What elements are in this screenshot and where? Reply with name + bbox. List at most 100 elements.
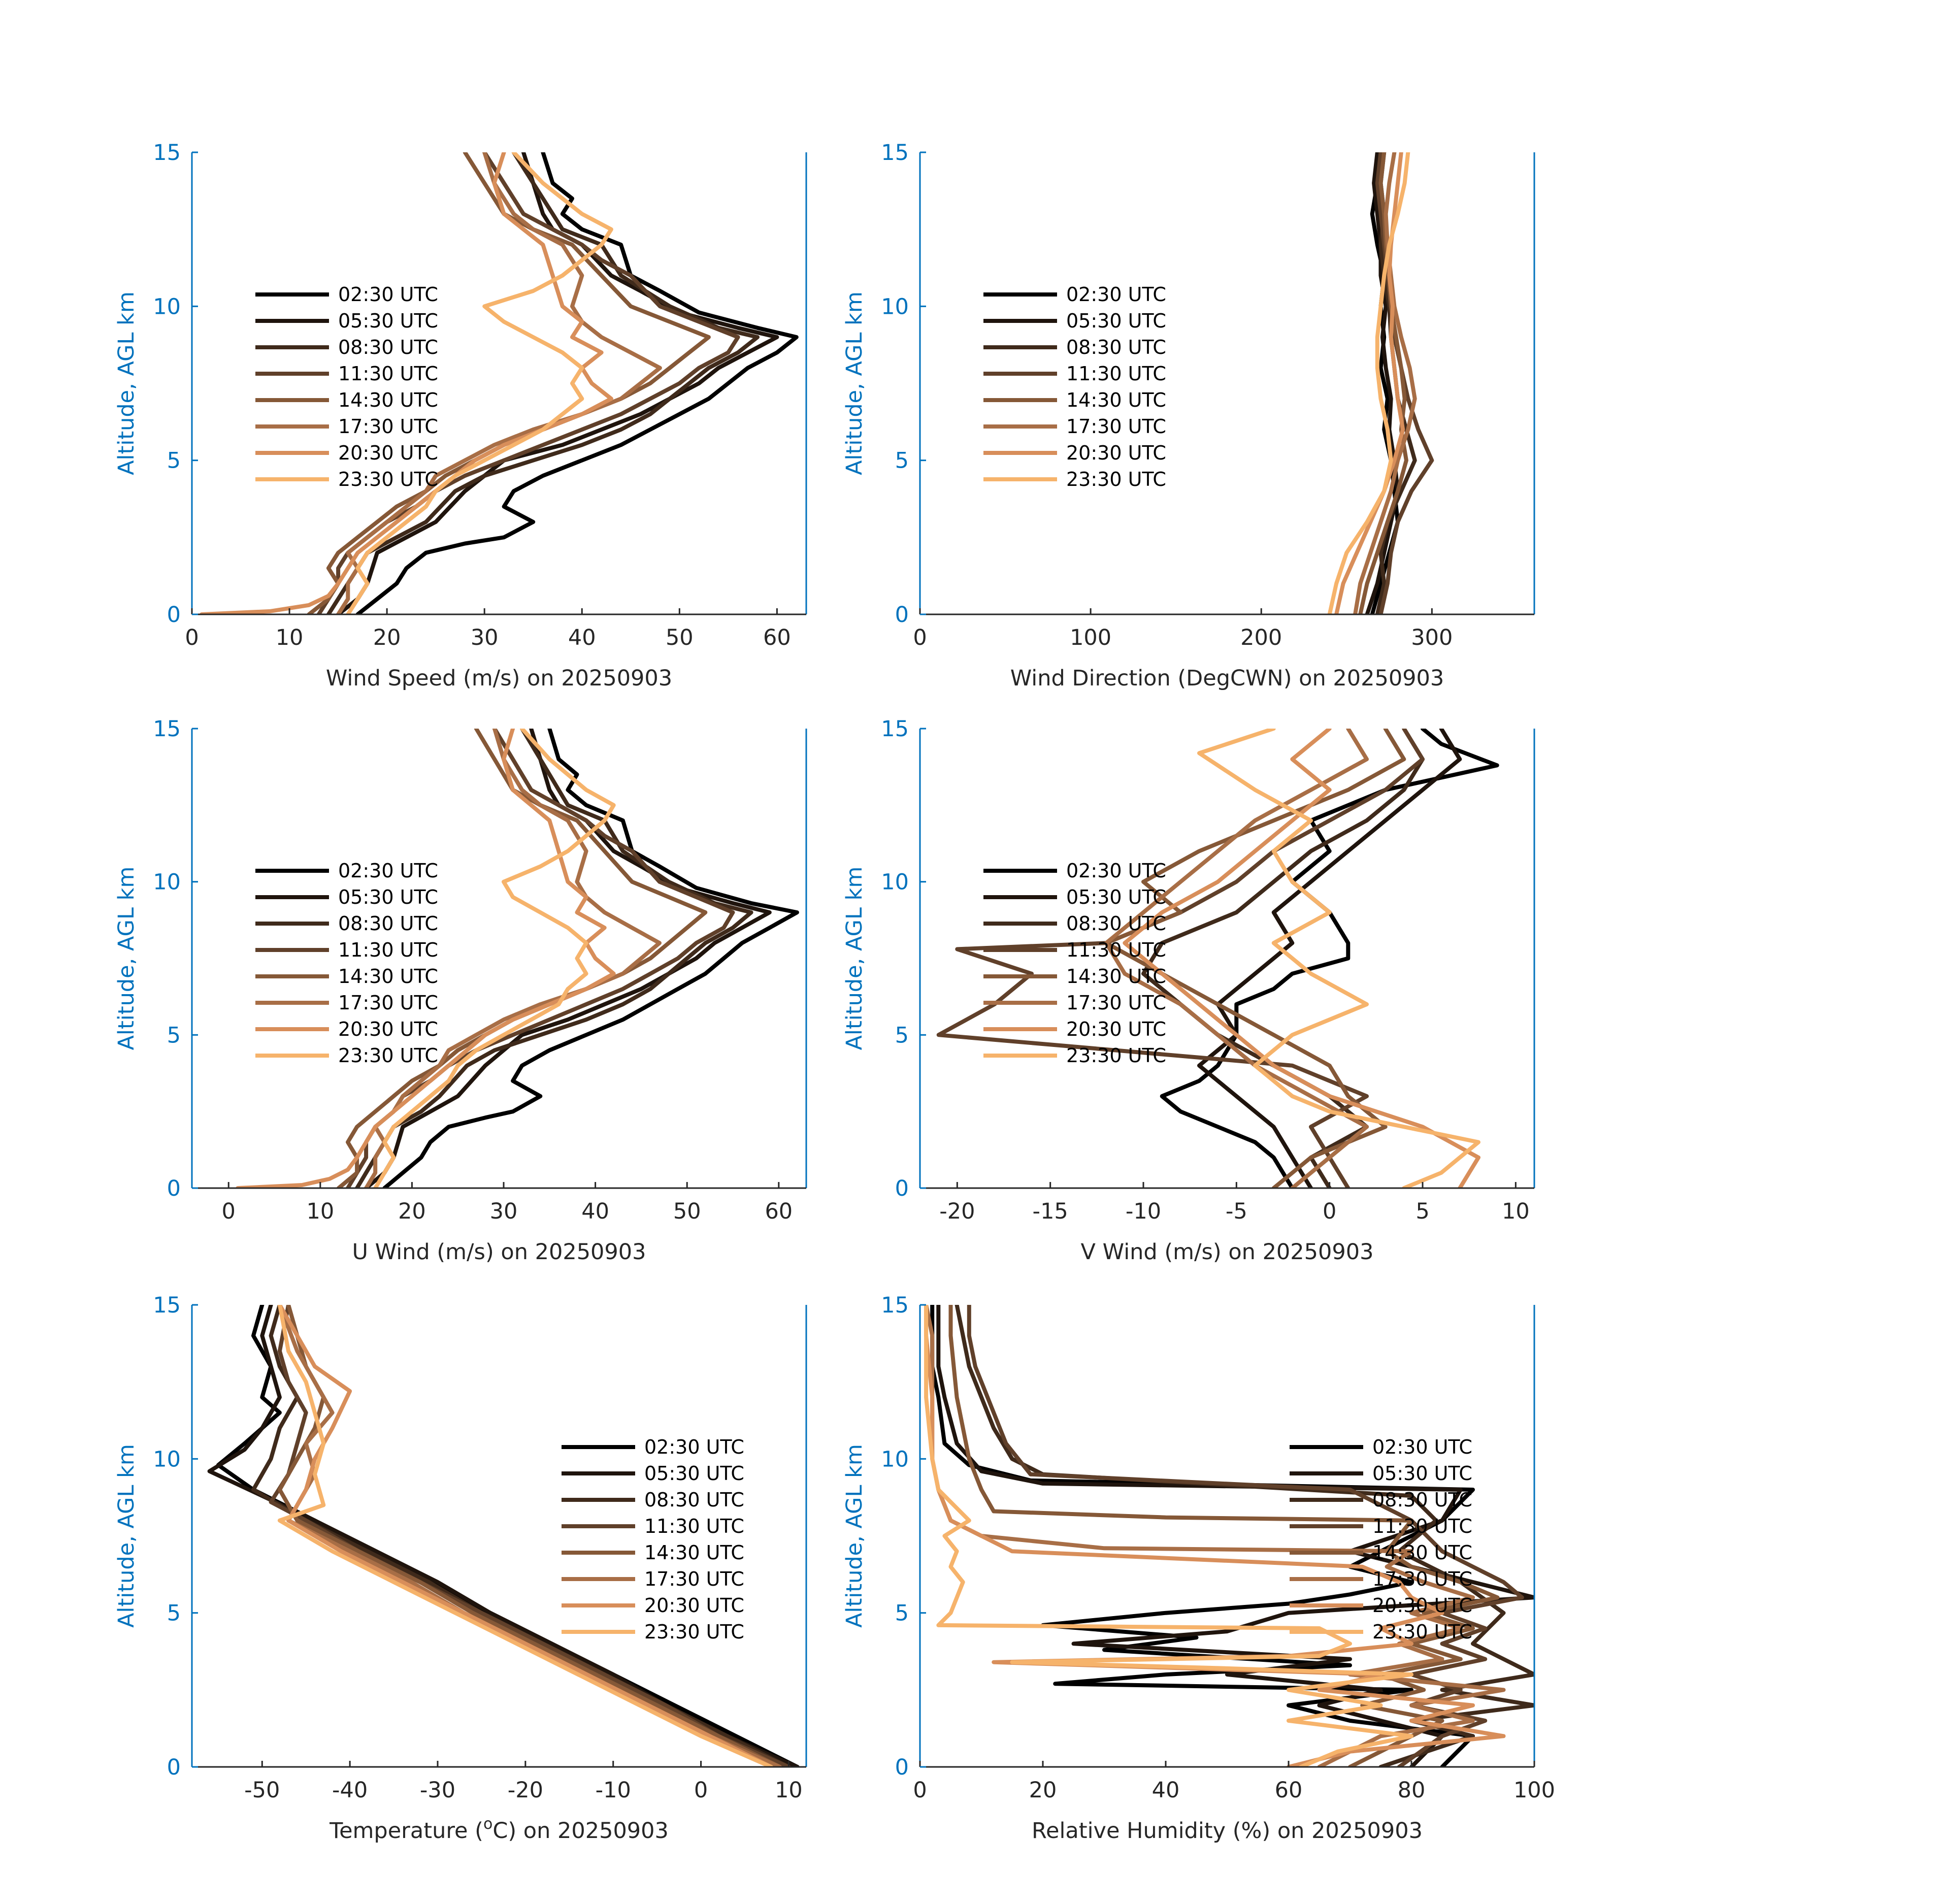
y-tick-label: 0 — [895, 1176, 909, 1201]
legend: 02:30 UTC 05:30 UTC 08:30 UTC 11:30 UTC 14:3… — [255, 860, 438, 1067]
legend-label-7: 20:30 UTC — [338, 442, 438, 464]
series-line-7 — [1123, 729, 1480, 1188]
x-tick-label: 20 — [1029, 1778, 1057, 1803]
y-axis-label: Altitude, AGL km — [842, 291, 867, 475]
legend-label-7: 20:30 UTC — [1372, 1594, 1472, 1617]
series-line-2 — [1365, 152, 1400, 614]
x-axis-label: Temperature (oC) on 20250903 — [329, 1815, 669, 1844]
y-tick-label: 15 — [153, 1293, 181, 1318]
legend-label-4: 11:30 UTC — [1372, 1515, 1472, 1537]
legend-label-6: 17:30 UTC — [1066, 415, 1166, 438]
legend: 02:30 UTC 05:30 UTC 08:30 UTC 11:30 UTC 14:3… — [983, 860, 1166, 1067]
series-line-8 — [346, 152, 613, 614]
legend-label-1: 02:30 UTC — [1066, 283, 1166, 306]
legend-label-1: 02:30 UTC — [1372, 1436, 1472, 1458]
legend-label-2: 05:30 UTC — [338, 886, 438, 908]
y-tick-label: 15 — [881, 140, 909, 166]
series-line-5 — [948, 1305, 1500, 1767]
x-axis-label: V Wind (m/s) on 20250903 — [1081, 1239, 1374, 1265]
y-tick-label: 5 — [167, 448, 181, 474]
legend-label-7: 20:30 UTC — [1066, 442, 1166, 464]
x-tick-label: 20 — [373, 625, 401, 650]
x-tick-label: 40 — [581, 1199, 609, 1224]
y-tick-label: 5 — [895, 1023, 909, 1048]
wind-direction-panel: 0 100 200 300 0 5 10 15 Wind Direction (DegCWN) … — [842, 140, 1535, 691]
series-line-8 — [924, 1305, 1413, 1767]
x-tick-label: 10 — [1502, 1199, 1530, 1224]
legend-label-2: 05:30 UTC — [1066, 886, 1166, 908]
y-tick-label: 15 — [881, 716, 909, 742]
x-tick-label: -5 — [1226, 1199, 1247, 1224]
series-group — [200, 152, 799, 614]
legend-label-4: 11:30 UTC — [338, 363, 438, 385]
legend-label-7: 20:30 UTC — [644, 1594, 744, 1617]
legend-label-6: 17:30 UTC — [1372, 1568, 1472, 1590]
x-tick-label: 60 — [1275, 1778, 1303, 1803]
legend-label-3: 08:30 UTC — [338, 912, 438, 935]
x-tick-label: 0 — [694, 1778, 708, 1803]
x-tick-label: 100 — [1070, 625, 1111, 650]
legend-label-7: 20:30 UTC — [1066, 1018, 1166, 1040]
y-tick-label: 0 — [895, 602, 909, 628]
series-line-1 — [382, 729, 799, 1188]
x-tick-label: -20 — [939, 1199, 975, 1224]
legend-label-8: 23:30 UTC — [338, 1044, 438, 1067]
series-line-4 — [967, 1305, 1524, 1767]
x-tick-label: 40 — [1152, 1778, 1180, 1803]
legend-label-2: 05:30 UTC — [644, 1462, 744, 1485]
legend-label-2: 05:30 UTC — [338, 310, 438, 332]
x-tick-label: 40 — [568, 625, 596, 650]
x-tick-label: 60 — [765, 1199, 793, 1224]
y-tick-label: 15 — [153, 716, 181, 742]
series-line-1 — [930, 1305, 1475, 1767]
x-tick-label: 30 — [490, 1199, 518, 1224]
legend-label-1: 02:30 UTC — [338, 860, 438, 882]
y-axis-label: Altitude, AGL km — [114, 1444, 139, 1628]
legend-label-6: 17:30 UTC — [338, 992, 438, 1014]
legend-label-4: 11:30 UTC — [644, 1515, 744, 1537]
x-tick-label: 10 — [276, 625, 304, 650]
y-tick-label: 10 — [153, 1447, 181, 1472]
x-tick-label: -10 — [1126, 1199, 1161, 1224]
series-group — [936, 729, 1499, 1188]
x-tick-label: -20 — [508, 1778, 543, 1803]
x-tick-label: 5 — [1416, 1199, 1429, 1224]
x-tick-label: 50 — [666, 625, 694, 650]
x-tick-label: 0 — [913, 1778, 927, 1803]
series-line-3 — [1141, 729, 1425, 1188]
series-line-2 — [207, 1305, 800, 1767]
legend-label-3: 08:30 UTC — [1066, 912, 1166, 935]
legend-label-3: 08:30 UTC — [1372, 1489, 1472, 1511]
x-tick-label: -50 — [244, 1778, 280, 1803]
x-axis-label: Wind Speed (m/s) on 20250903 — [326, 666, 672, 691]
y-tick-label: 0 — [167, 1755, 181, 1780]
series-line-8 — [277, 1305, 773, 1767]
legend-label-2: 05:30 UTC — [1066, 310, 1166, 332]
series-line-7 — [236, 729, 616, 1188]
u-wind-panel: 0 10 20 30 40 50 60 0 5 10 15 U Wind (m/s) on 20250… — [114, 716, 807, 1265]
series-line-8 — [1197, 729, 1480, 1188]
y-tick-label: 10 — [881, 294, 909, 319]
x-tick-label: 50 — [673, 1199, 701, 1224]
legend-label-2: 05:30 UTC — [1372, 1462, 1472, 1485]
y-axis-label: Altitude, AGL km — [842, 867, 867, 1051]
v-wind-panel: -20 -15 -10 -5 0 5 10 0 5 10 15 V Wind (m/s) on 202… — [842, 716, 1535, 1265]
series-line-2 — [1197, 729, 1462, 1188]
legend-label-8: 23:30 UTC — [1372, 1621, 1472, 1643]
series-group — [924, 1305, 1534, 1767]
x-axis-label: Wind Direction (DegCWN) on 20250903 — [1010, 666, 1444, 691]
x-tick-label: 100 — [1513, 1778, 1555, 1803]
legend-label-8: 23:30 UTC — [644, 1621, 744, 1643]
x-tick-label: -15 — [1033, 1199, 1068, 1224]
series-group — [1327, 152, 1434, 614]
legend-label-5: 14:30 UTC — [1372, 1541, 1472, 1564]
legend-label-1: 02:30 UTC — [338, 283, 438, 306]
y-tick-label: 0 — [167, 602, 181, 628]
wind-speed-panel: 0 10 20 30 40 50 60 0 5 10 15 Wind Speed (m/s) on 2… — [114, 140, 807, 691]
x-tick-label: 0 — [913, 625, 927, 650]
legend-label-5: 14:30 UTC — [644, 1541, 744, 1564]
legend-label-8: 23:30 UTC — [1066, 468, 1166, 490]
y-tick-label: 0 — [895, 1755, 909, 1780]
x-axis-label: Relative Humidity (%) on 20250903 — [1032, 1818, 1423, 1844]
y-tick-label: 0 — [167, 1176, 181, 1201]
